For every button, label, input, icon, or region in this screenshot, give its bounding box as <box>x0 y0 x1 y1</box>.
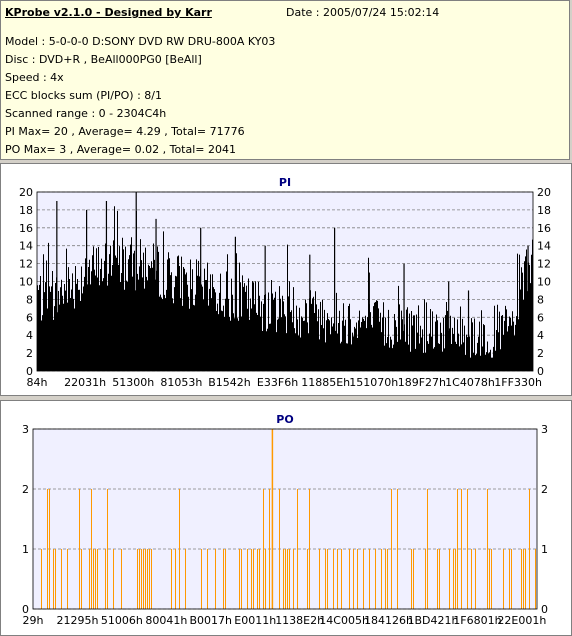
pi-ytick-right: 6 <box>537 311 544 324</box>
pi-ytick-left: 20 <box>19 186 33 199</box>
pi-xtick: B1542h <box>208 376 251 389</box>
plot-border <box>32 428 538 610</box>
pi-ytick-right: 2 <box>537 347 544 360</box>
po-chart: PO 0 0 1 1 2 2 3 3 29h 21295h 51006h 80041h B0017h E00… <box>22 413 548 627</box>
model-line: Model : 5-0-0-0 D:SONY DVD RW DRU-800A K… <box>5 35 276 48</box>
pi-xtick: 1FF330h <box>494 376 542 389</box>
pi-xtick: 1C4078h <box>445 376 495 389</box>
po-stats-line: PO Max= 3 , Average= 0.02 , Total= 2041 <box>5 143 236 156</box>
po-xtick: 1138E2h <box>275 614 324 627</box>
disc-line: Disc : DVD+R , BeAll000PG0 [BeAll] <box>5 53 202 66</box>
pi-chart: PI 0 0 2 2 4 4 6 6 8 8 10 10 12 12 14 14 16 16 18 18 20 20 84h 2… <box>19 176 551 389</box>
pi-ytick-left: 16 <box>19 222 33 235</box>
po-ytick-left: 1 <box>22 543 29 556</box>
plot-border <box>36 191 534 372</box>
po-ytick-left: 0 <box>22 603 29 616</box>
po-ytick-right: 1 <box>541 543 548 556</box>
pi-xtick: 84h <box>27 376 48 389</box>
app-title: KProbe v2.1.0 - Designed by Karr <box>5 6 212 19</box>
pi-ytick-left: 8 <box>26 293 33 306</box>
po-chart-title: PO <box>276 413 293 426</box>
pi-xtick: 11885Eh <box>301 376 350 389</box>
pi-ytick-right: 10 <box>537 276 551 289</box>
pi-ytick-right: 12 <box>537 258 551 271</box>
pi-chart-title: PI <box>279 176 291 189</box>
pi-ytick-left: 10 <box>19 276 33 289</box>
po-xtick: 1BD421h <box>408 614 459 627</box>
po-xtick: E0011h <box>234 614 276 627</box>
pi-ytick-right: 4 <box>537 329 544 342</box>
speed-line: Speed : 4x <box>5 71 64 84</box>
po-bars <box>41 489 536 609</box>
pi-stats-line: PI Max= 20 , Average= 4.29 , Total= 7177… <box>5 125 245 138</box>
pi-ytick-right: 8 <box>537 293 544 306</box>
po-ytick-right: 3 <box>541 423 548 436</box>
ecc-line: ECC blocks sum (PI/PO) : 8/1 <box>5 89 162 102</box>
pi-ytick-left: 18 <box>19 204 33 217</box>
pi-ytick-left: 14 <box>19 240 33 253</box>
pi-ytick-left: 0 <box>26 365 33 378</box>
po-xtick: 14C005h <box>319 614 369 627</box>
po-xtick: 51006h <box>101 614 143 627</box>
pi-xtick: 51300h <box>112 376 154 389</box>
pi-ytick-right: 14 <box>537 240 551 253</box>
pi-bars <box>37 206 533 371</box>
range-line: Scanned range : 0 - 2304C4h <box>5 107 167 120</box>
pi-chart-panel: PI 0 0 2 2 4 4 6 6 8 8 10 10 12 12 14 14 16 16 18 18 20 20 84h 2… <box>0 163 572 396</box>
pi-xtick: 81053h <box>160 376 202 389</box>
info-panel: KProbe v2.1.0 - Designed by Karr Date : … <box>0 0 570 160</box>
pi-ytick-left: 4 <box>26 329 33 342</box>
pi-xtick: E33F6h <box>257 376 298 389</box>
po-xtick: 184126h <box>364 614 413 627</box>
pi-ytick-right: 16 <box>537 222 551 235</box>
po-xtick: 29h <box>23 614 44 627</box>
pi-ytick-left: 6 <box>26 311 33 324</box>
po-xtick: 22E001h <box>497 614 546 627</box>
po-ytick-left: 2 <box>22 483 29 496</box>
pi-ytick-right: 20 <box>537 186 551 199</box>
pi-xtick: 151070h <box>349 376 398 389</box>
pi-xtick: 22031h <box>64 376 106 389</box>
scan-date: Date : 2005/07/24 15:02:14 <box>286 6 440 19</box>
po-ytick-right: 2 <box>541 483 548 496</box>
po-xtick: 21295h <box>56 614 98 627</box>
po-xtick: 80041h <box>145 614 187 627</box>
po-ytick-right: 0 <box>541 603 548 616</box>
po-xtick: 1F6801h <box>453 614 501 627</box>
pi-ytick-left: 2 <box>26 347 33 360</box>
pi-ytick-right: 0 <box>537 365 544 378</box>
pi-ytick-right: 18 <box>537 204 551 217</box>
pi-ytick-left: 12 <box>19 258 33 271</box>
po-ytick-left: 3 <box>22 423 29 436</box>
po-xtick: B0017h <box>190 614 233 627</box>
pi-xtick: 189F27h <box>398 376 446 389</box>
po-chart-panel: PO 0 0 1 1 2 2 3 3 29h 21295h 51006h 80041h B0017h E00… <box>0 400 572 636</box>
